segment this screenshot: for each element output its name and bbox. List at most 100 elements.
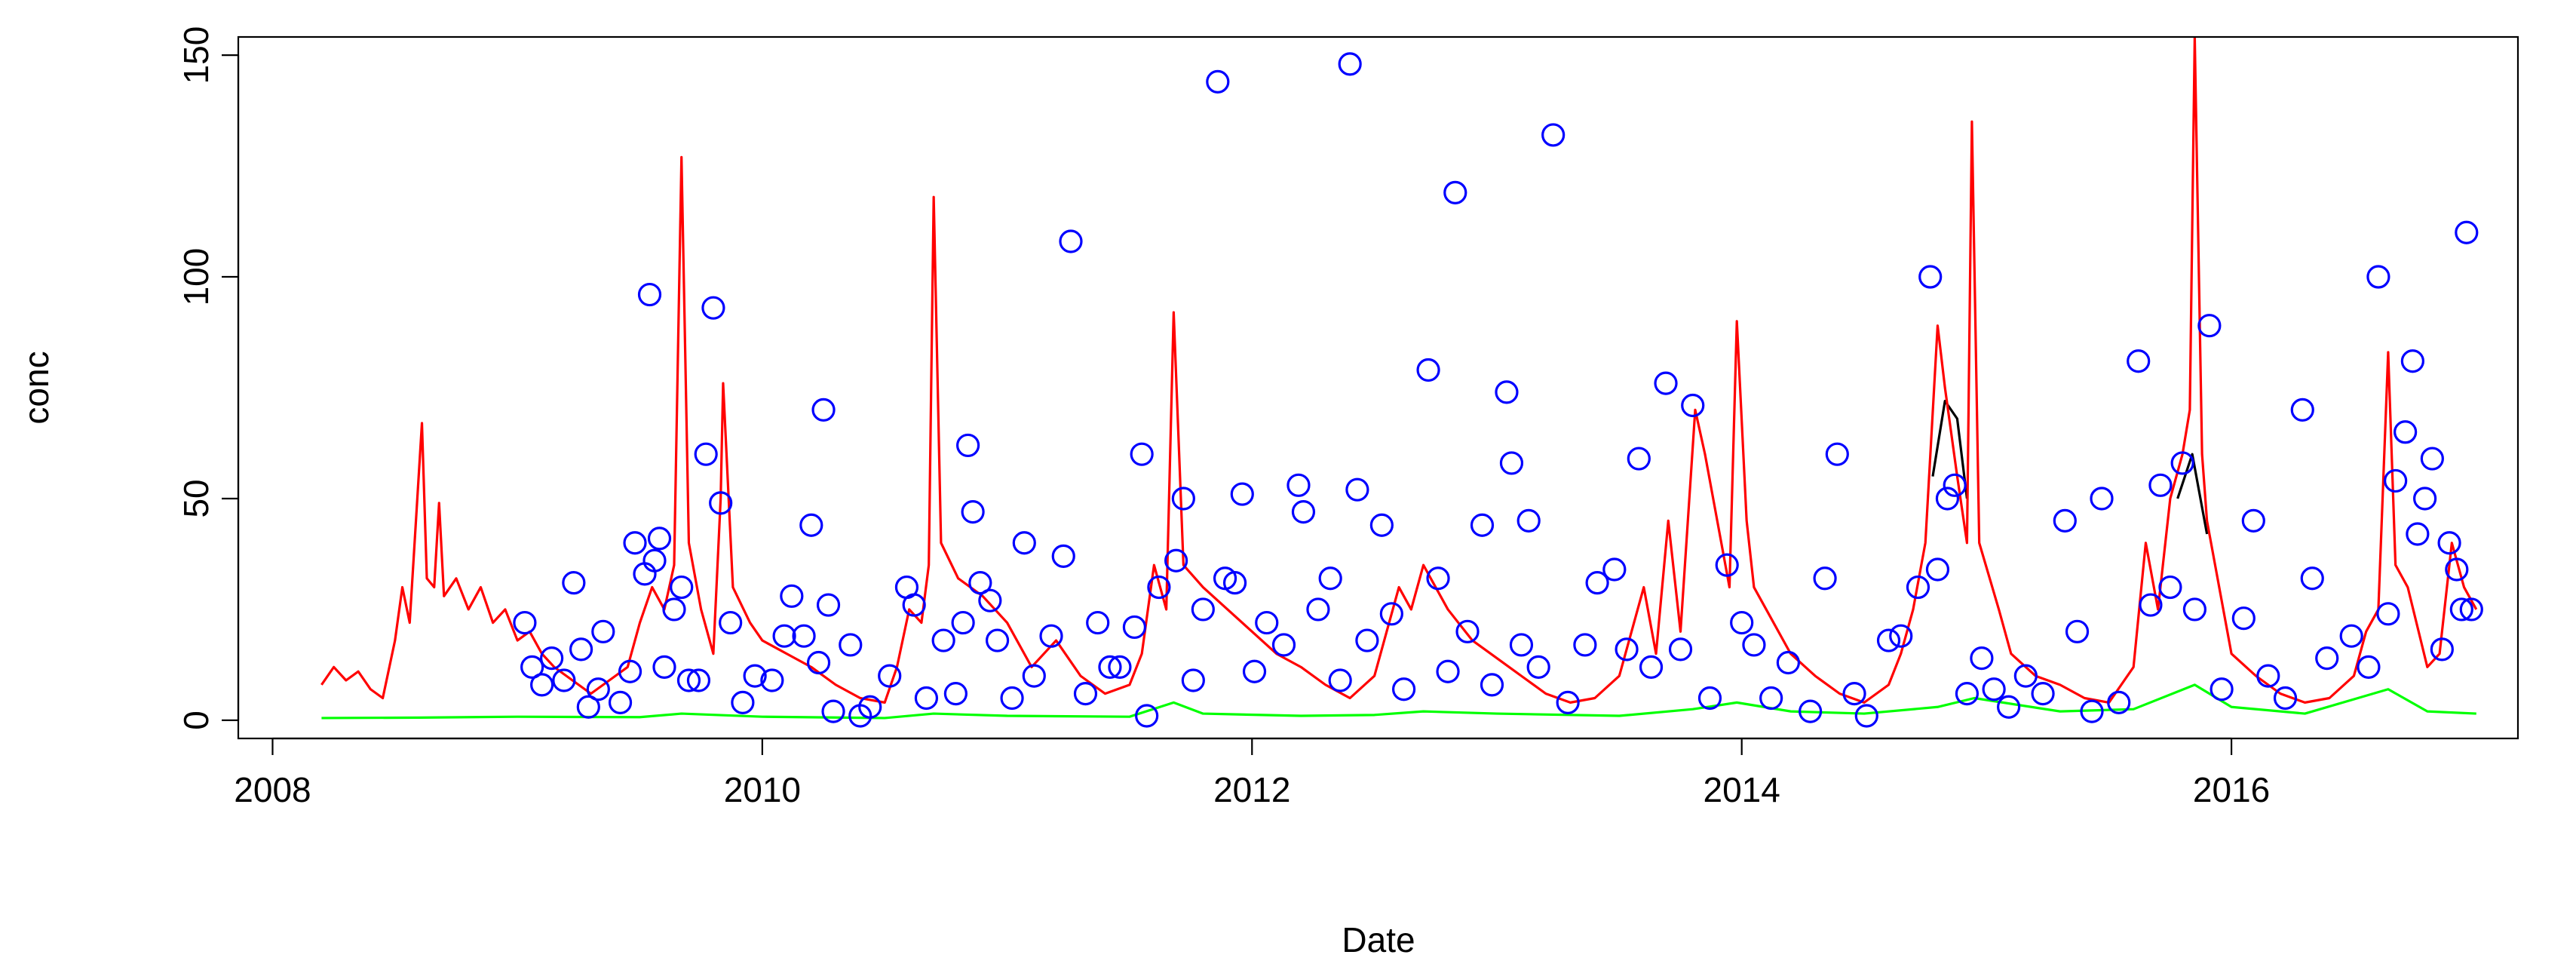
data-point	[731, 690, 755, 714]
data-point	[1715, 553, 1739, 577]
data-point	[1122, 615, 1147, 640]
data-point	[1668, 637, 1693, 662]
data-point	[1222, 571, 1247, 595]
data-point	[1338, 52, 1362, 76]
data-point	[858, 695, 882, 719]
data-point	[670, 575, 694, 600]
data-point	[1776, 650, 1800, 675]
data-point	[1416, 358, 1440, 382]
data-point	[569, 637, 593, 662]
data-point	[1230, 482, 1254, 506]
data-point	[1073, 682, 1098, 706]
data-point	[839, 633, 863, 657]
data-point	[943, 682, 968, 706]
data-point	[2170, 451, 2194, 475]
data-point	[1098, 655, 1122, 679]
data-point	[1164, 548, 1188, 573]
data-point	[719, 610, 743, 635]
y-tick-label: 150	[176, 26, 216, 84]
data-point	[1426, 566, 1450, 591]
data-point	[1108, 655, 1132, 679]
data-point	[1436, 659, 1460, 683]
data-point	[1000, 686, 1024, 711]
data-point	[1585, 571, 1609, 595]
data-point	[623, 531, 647, 555]
data-point	[1286, 473, 1311, 497]
data-point	[2455, 220, 2479, 244]
data-point	[530, 673, 554, 697]
data-point	[2449, 597, 2473, 622]
data-point	[2366, 265, 2390, 289]
data-point	[1813, 566, 1837, 591]
data-point	[2107, 690, 2131, 714]
data-point	[2384, 468, 2408, 493]
data-point	[2090, 487, 2114, 511]
data-point	[1455, 619, 1480, 643]
data-point	[1509, 633, 1534, 657]
data-point	[676, 668, 701, 692]
data-point	[1799, 699, 1823, 723]
data-point	[1291, 500, 1316, 524]
data-point	[1982, 677, 2006, 701]
data-point	[2182, 597, 2206, 622]
data-line	[1931, 400, 2209, 535]
data-point	[878, 664, 902, 688]
data-point	[1039, 624, 1063, 648]
data-point	[799, 513, 823, 537]
data-point	[1918, 265, 1943, 289]
data-point	[1730, 610, 1754, 635]
data-point	[1906, 575, 1930, 600]
data-point	[1130, 442, 1154, 466]
data-point	[586, 677, 610, 701]
data-point	[2413, 487, 2437, 511]
data-point	[931, 628, 955, 652]
data-point	[1306, 597, 1330, 622]
data-point	[978, 588, 1002, 612]
data-point	[985, 628, 1010, 652]
data-point	[1171, 487, 1195, 511]
data-point	[1955, 682, 1980, 706]
data-point	[1012, 531, 1036, 555]
data-point	[2013, 664, 2038, 688]
data-point	[1369, 513, 1394, 537]
data-point	[694, 442, 718, 466]
data-point	[642, 548, 667, 573]
data-point	[662, 597, 686, 622]
data-point	[2339, 624, 2363, 648]
data-point	[1135, 704, 1159, 728]
x-tick-label: 2014	[1704, 770, 1780, 809]
data-point	[1242, 659, 1267, 683]
data-point	[772, 624, 796, 648]
data-point	[2376, 602, 2400, 626]
data-point	[760, 668, 784, 692]
data-point	[2273, 686, 2298, 711]
data-point	[1854, 704, 1878, 728]
data-point	[2357, 655, 2381, 679]
data-point	[2290, 398, 2314, 422]
data-point	[608, 690, 633, 714]
data-point	[1970, 646, 1994, 671]
data-point	[811, 398, 836, 422]
data-point	[2400, 349, 2424, 373]
data-point	[2065, 619, 2090, 643]
data-point	[1615, 637, 1639, 662]
data-point	[1889, 624, 1913, 648]
data-point	[2080, 699, 2104, 723]
data-point	[1318, 566, 1342, 591]
data-point	[520, 655, 544, 679]
data-point	[1526, 655, 1550, 679]
data-point	[951, 610, 975, 635]
data-point	[1876, 628, 1901, 652]
x-tick-label: 2008	[234, 770, 311, 809]
data-line	[321, 683, 2476, 720]
data-point	[2300, 566, 2324, 591]
data-point	[1345, 477, 1369, 502]
data-point	[1271, 633, 1296, 657]
data-point	[2445, 557, 2469, 582]
data-point	[540, 646, 564, 671]
data-point	[1842, 682, 1866, 706]
data-point	[816, 593, 841, 617]
data-point	[576, 695, 600, 719]
data-point	[513, 610, 537, 635]
